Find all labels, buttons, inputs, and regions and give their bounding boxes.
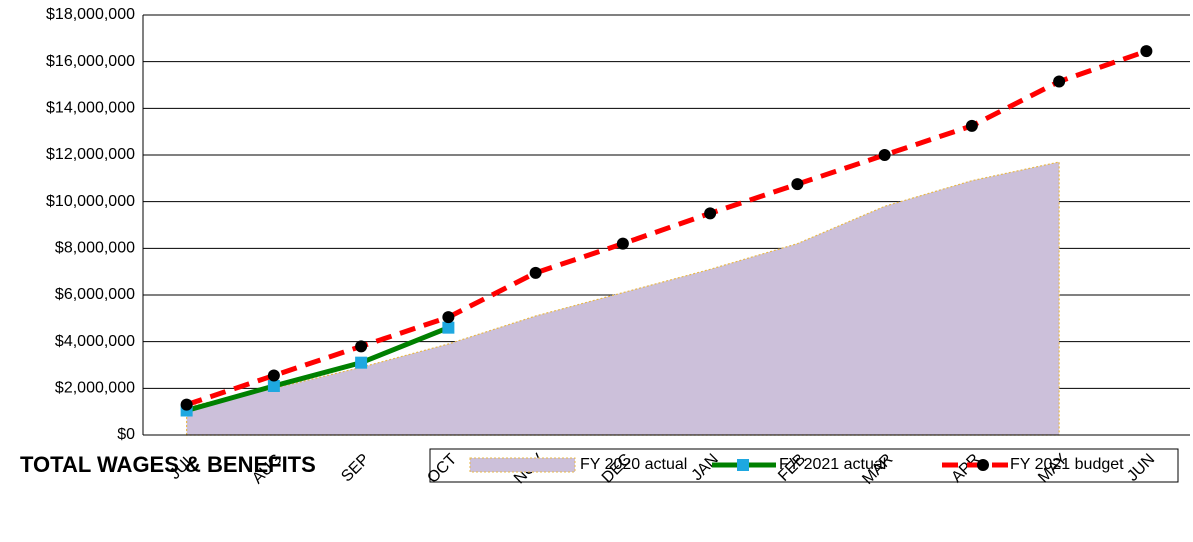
marker — [442, 311, 455, 324]
y-tick-label: $6,000,000 — [55, 286, 135, 303]
x-tick-label: SEP — [338, 451, 373, 486]
marker — [1053, 75, 1066, 88]
legend-swatch — [977, 459, 989, 471]
marker — [616, 237, 629, 250]
marker — [267, 369, 280, 382]
y-tick-label: $2,000,000 — [55, 380, 135, 397]
area — [186, 161, 1060, 436]
marker — [965, 119, 978, 132]
legend-label: FY 2021 budget — [1010, 456, 1124, 473]
marker — [180, 398, 193, 411]
y-tick-label: $16,000,000 — [46, 53, 135, 70]
marker — [529, 266, 542, 279]
line — [185, 48, 1148, 408]
marker — [791, 178, 804, 191]
marker — [442, 321, 455, 334]
legend-swatch — [737, 459, 749, 471]
legend-label: FY 2020 actual — [580, 456, 687, 473]
y-tick-label: $8,000,000 — [55, 240, 135, 257]
marker — [704, 207, 717, 220]
line — [185, 325, 450, 413]
y-tick-label: $10,000,000 — [46, 193, 135, 210]
chart-title: TOTAL WAGES & BENEFITS — [20, 452, 316, 477]
y-tick-label: $18,000,000 — [46, 6, 135, 23]
y-tick-label: $4,000,000 — [55, 333, 135, 350]
marker — [355, 340, 368, 353]
marker — [355, 356, 368, 369]
y-tick-label: $14,000,000 — [46, 100, 135, 117]
marker — [878, 149, 891, 161]
marker — [1140, 45, 1153, 58]
marker — [267, 380, 280, 392]
y-tick-label: $12,000,000 — [46, 146, 135, 163]
y-tick-label: $0 — [117, 426, 135, 443]
legend-swatch — [469, 457, 576, 473]
legend-label: FY 2021 actual — [779, 456, 886, 473]
